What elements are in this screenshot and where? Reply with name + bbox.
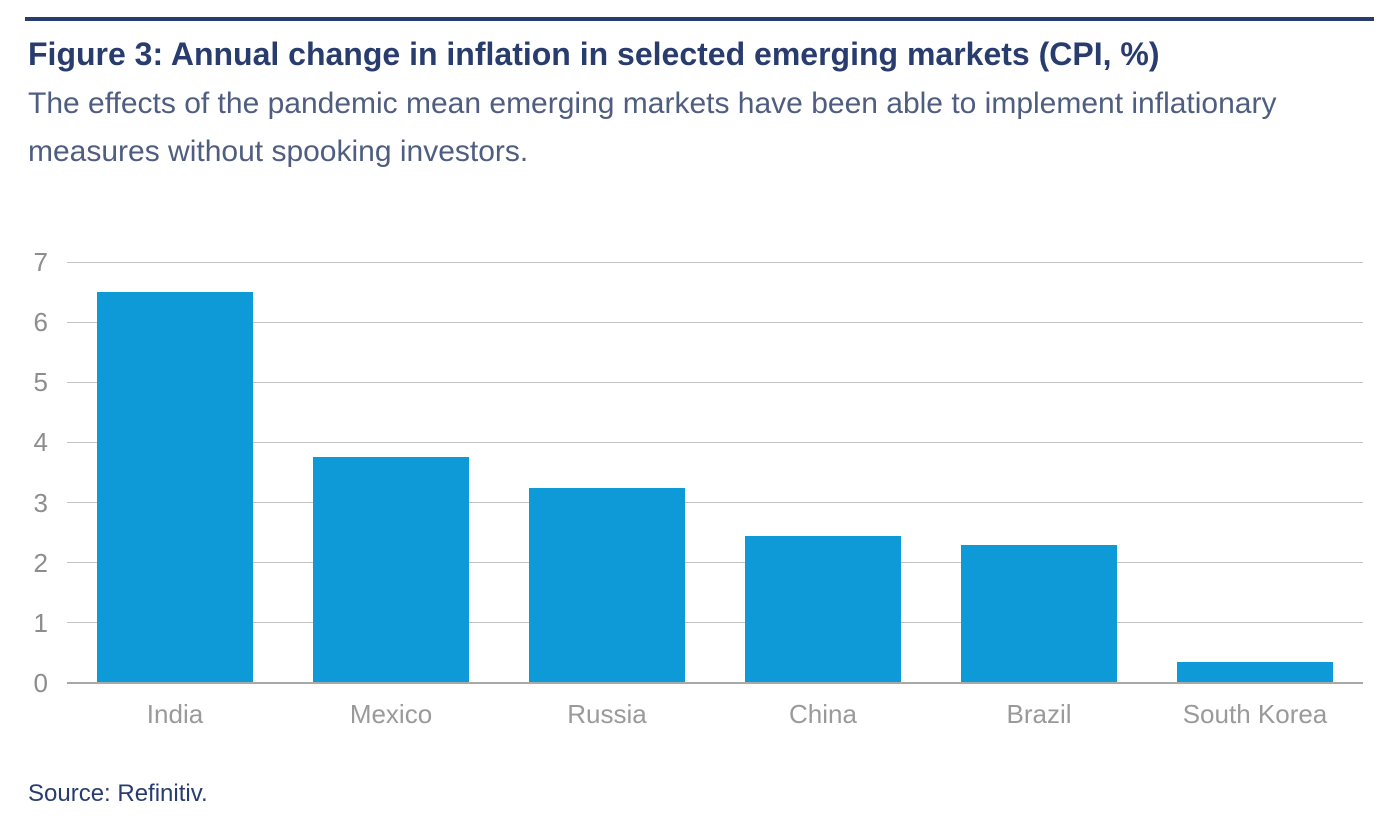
y-axis-tick-label-6: 6: [33, 307, 48, 338]
y-axis-tick-label-5: 5: [33, 367, 48, 398]
x-axis-label-russia: Russia: [567, 699, 647, 729]
bar-slot-russia: [499, 262, 715, 683]
bar-india: [97, 292, 253, 683]
x-axis-label-south-korea: South Korea: [1182, 699, 1328, 729]
x-axis-label-mexico: Mexico: [349, 699, 433, 729]
bar-south-korea: [1177, 661, 1333, 683]
gridline-y6: [67, 321, 1363, 323]
bar-slot-south-korea: [1147, 262, 1363, 683]
y-axis-tick-label-4: 4: [33, 427, 48, 458]
figure-subtitle-line2: measures without spooking investors.: [28, 135, 529, 168]
y-axis-tick-label-7: 7: [33, 247, 48, 277]
y-axis-tick-label-0: 0: [33, 668, 48, 698]
bar-mexico: [313, 457, 469, 683]
x-axis-category-labels: India Mexico Russia China Brazil South Korea: [67, 699, 1363, 730]
bar-russia: [529, 487, 685, 683]
y-axis-tick-label-2: 2: [33, 547, 48, 578]
gridline-y1: [67, 622, 1363, 624]
source-caption: Source: Refinitiv.: [28, 780, 208, 807]
gridline-y7: [67, 261, 1363, 263]
x-axis-label-brazil: Brazil: [1006, 699, 1072, 729]
figure-title: Figure 3: Annual change in inflation in …: [28, 36, 1160, 72]
y-axis-tick-label-3: 3: [33, 487, 48, 518]
figure-subtitle: The effects of the pandemic mean emergin…: [28, 80, 1276, 176]
gridline-y5: [67, 381, 1363, 383]
bar-slot-mexico: [283, 262, 499, 683]
figure-top-divider: [25, 17, 1374, 21]
gridline-y2: [67, 562, 1363, 564]
x-axis-baseline: [67, 682, 1363, 684]
bar-chart-plot-area: 0 1 2 3 4 5 6 7: [34, 249, 1363, 696]
y-axis-tick-label-1: 1: [33, 607, 48, 638]
bar-slot-brazil: [931, 262, 1147, 683]
x-axis-label-china: China: [789, 699, 857, 729]
figure-subtitle-line1: The effects of the pandemic mean emergin…: [28, 87, 1277, 120]
bar-china: [745, 535, 901, 683]
bar-brazil: [961, 544, 1117, 683]
x-axis-label-india: India: [146, 699, 204, 729]
bar-slot-china: [715, 262, 931, 683]
gridline-y4: [67, 441, 1363, 443]
gridline-y3: [67, 502, 1363, 504]
bar-slot-india: [67, 262, 283, 683]
bar-series: [67, 262, 1363, 683]
